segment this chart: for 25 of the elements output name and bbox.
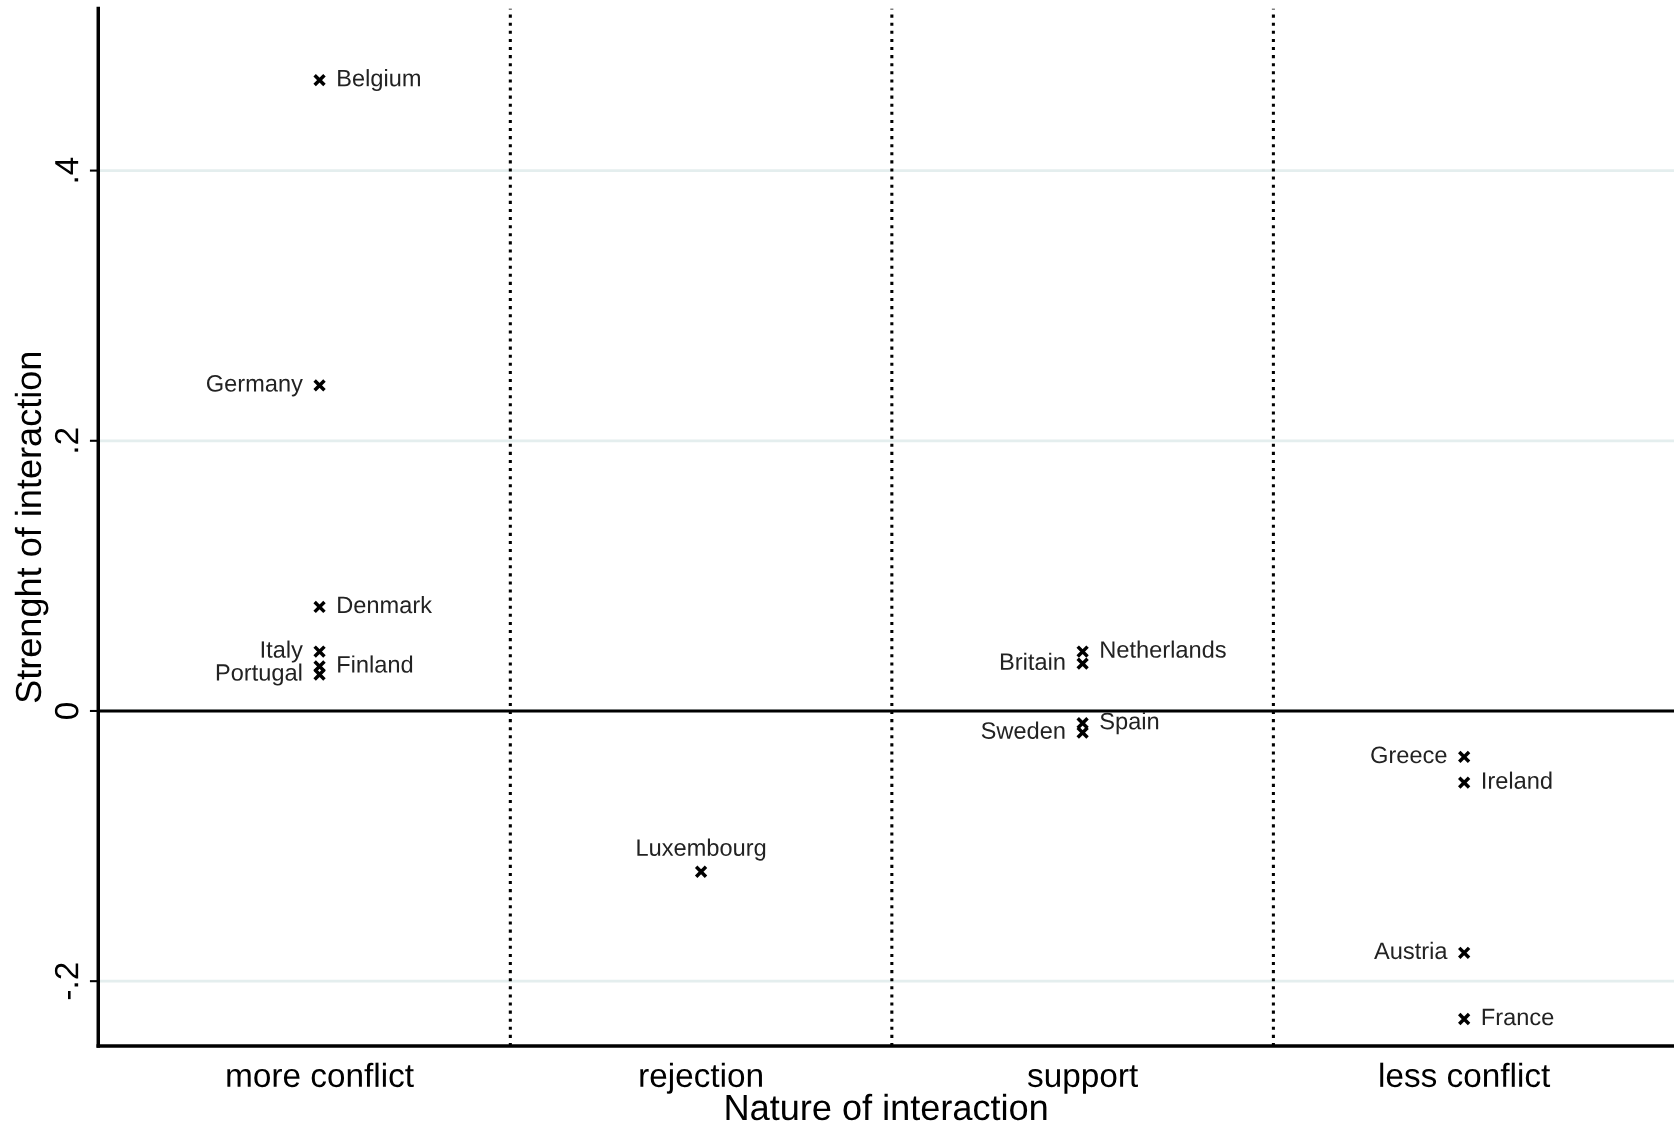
data-label: Germany: [206, 375, 303, 397]
data-label: Finland: [338, 655, 413, 673]
data-label: Spain: [1100, 712, 1159, 735]
data-label: Greece: [1371, 746, 1447, 764]
data-label: Italy: [261, 640, 303, 663]
data-label: Sweden: [981, 721, 1065, 739]
y-tick-label: .2: [54, 428, 79, 452]
x-tick-label: support: [1027, 1065, 1138, 1094]
x-tick-label: more conflict: [227, 1062, 414, 1088]
data-label: Belgium: [338, 69, 420, 92]
data-label: Britain: [1000, 652, 1065, 671]
y-axis-title: Strenght of interaction: [14, 352, 49, 703]
x-tick-label: rejection: [640, 1062, 762, 1094]
x-tick-label: less conflict: [1380, 1062, 1551, 1088]
data-label: Austria: [1374, 941, 1448, 960]
data-label: Denmark: [338, 595, 433, 614]
y-tick-label: -.2: [54, 963, 79, 1000]
data-label: France: [1482, 1008, 1554, 1026]
data-label: Netherlands: [1101, 640, 1226, 658]
data-label: Ireland: [1483, 771, 1552, 789]
y-tick-label: .4: [55, 157, 79, 182]
data-label: Portugal: [216, 663, 302, 686]
data-label: Luxembourg: [637, 838, 766, 861]
x-axis-title: Nature of interaction: [726, 1093, 1047, 1121]
y-tick-label: 0: [54, 703, 79, 719]
